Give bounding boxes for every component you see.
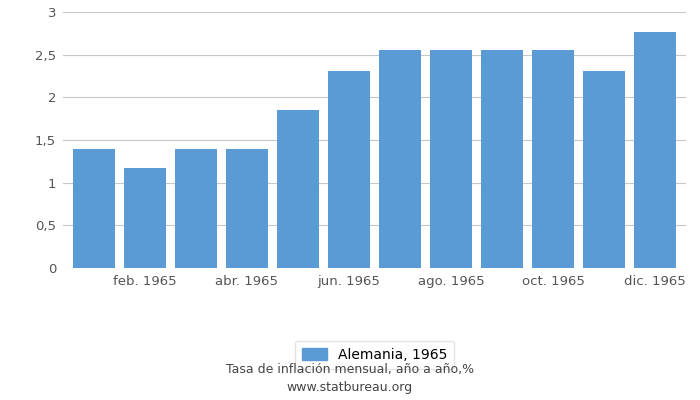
Legend: Alemania, 1965: Alemania, 1965: [295, 341, 454, 368]
Bar: [481, 50, 523, 268]
Bar: [379, 50, 421, 268]
Bar: [226, 149, 268, 268]
Text: Tasa de inflación mensual, año a año,%: Tasa de inflación mensual, año a año,%: [226, 364, 474, 376]
Bar: [634, 32, 676, 268]
Bar: [532, 50, 574, 268]
Bar: [328, 71, 370, 268]
Bar: [277, 110, 318, 268]
Bar: [430, 50, 472, 268]
Bar: [124, 168, 166, 268]
Bar: [175, 149, 217, 268]
Bar: [73, 149, 115, 268]
Bar: [583, 71, 625, 268]
Text: www.statbureau.org: www.statbureau.org: [287, 382, 413, 394]
